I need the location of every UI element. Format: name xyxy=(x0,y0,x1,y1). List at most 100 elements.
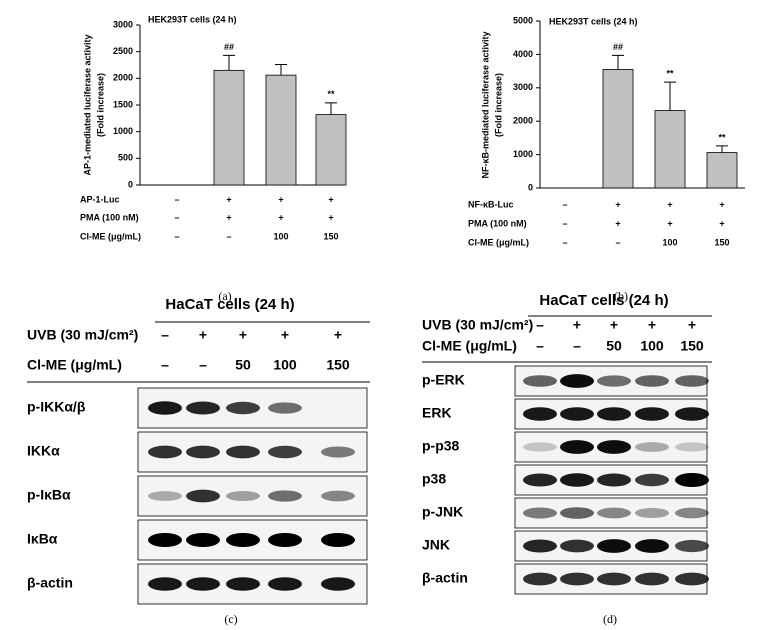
band xyxy=(268,577,302,591)
error-bar xyxy=(223,54,235,71)
band xyxy=(226,577,260,591)
condition-value: – xyxy=(615,237,620,247)
band-label: β-actin xyxy=(422,570,468,586)
treatment-value: 50 xyxy=(235,357,251,373)
y-axis-label: AP-1-mediated luciferase activity xyxy=(82,34,92,175)
band-label: p38 xyxy=(422,471,446,487)
band xyxy=(186,489,220,503)
treatment-label: UVB (30 mJ/cm²) xyxy=(422,317,533,333)
band xyxy=(523,473,557,487)
y-tick-label: 0 xyxy=(528,182,533,192)
band xyxy=(560,374,594,388)
condition-value: + xyxy=(328,194,333,204)
band xyxy=(635,539,669,553)
band xyxy=(268,402,302,414)
condition-value: – xyxy=(226,231,231,241)
y-tick-label: 3000 xyxy=(113,19,133,29)
band-label: p-p38 xyxy=(422,438,460,454)
y-axis-label: (Fold increase) xyxy=(493,73,503,137)
condition-value: + xyxy=(226,194,231,204)
band xyxy=(675,539,709,553)
blot-title: HaCaT cells (24 h) xyxy=(165,296,294,313)
band xyxy=(635,473,669,487)
y-tick-label: 500 xyxy=(118,153,133,163)
treatment-value: – xyxy=(161,327,169,343)
band xyxy=(560,572,594,586)
treatment-value: – xyxy=(199,357,207,373)
condition-value: 100 xyxy=(662,237,677,247)
condition-value: – xyxy=(562,218,567,228)
band xyxy=(523,539,557,553)
band xyxy=(635,572,669,586)
treatment-value: + xyxy=(334,327,342,343)
treatment-value: 50 xyxy=(606,338,622,354)
treatment-value: + xyxy=(239,327,247,343)
annotation: ## xyxy=(224,42,234,52)
y-tick-label: 0 xyxy=(128,179,133,189)
band xyxy=(321,577,355,591)
y-axis-label: (Fold increase) xyxy=(95,73,105,137)
treatment-value: + xyxy=(688,317,696,333)
treatment-value: – xyxy=(536,317,544,333)
band xyxy=(523,507,557,519)
band xyxy=(560,407,594,421)
band xyxy=(186,577,220,591)
treatment-value: 150 xyxy=(680,338,704,354)
y-tick-label: 3000 xyxy=(513,82,533,92)
band-label: IKKα xyxy=(27,443,60,459)
y-tick-label: 2000 xyxy=(513,116,533,126)
condition-value: – xyxy=(174,231,179,241)
band xyxy=(268,445,302,459)
band xyxy=(560,539,594,553)
error-bar xyxy=(664,81,676,111)
band xyxy=(675,375,709,387)
y-tick-label: 2000 xyxy=(113,73,133,83)
condition-value: + xyxy=(328,212,333,222)
band xyxy=(186,533,220,547)
chart-title: HEK293T cells (24 h) xyxy=(549,16,638,26)
condition-value: + xyxy=(719,218,724,228)
band xyxy=(148,491,182,501)
chart-title: HEK293T cells (24 h) xyxy=(148,14,237,24)
band xyxy=(321,490,355,502)
bar xyxy=(654,110,686,189)
panel-label: (b) xyxy=(614,289,628,303)
treatment-value: – xyxy=(573,338,581,354)
band xyxy=(148,445,182,459)
band-label: p-IκBα xyxy=(27,487,71,503)
panel-label: (a) xyxy=(218,289,231,303)
band xyxy=(523,572,557,586)
band xyxy=(148,533,182,547)
condition-value: + xyxy=(226,212,231,222)
bar xyxy=(706,152,738,189)
band xyxy=(321,533,355,547)
band xyxy=(226,533,260,547)
condition-value: + xyxy=(615,218,620,228)
blot-box xyxy=(514,497,708,529)
condition-label: AP-1-Luc xyxy=(80,194,120,204)
band xyxy=(523,407,557,421)
condition-value: + xyxy=(667,199,672,209)
condition-label: Cl-ME (μg/mL) xyxy=(80,231,141,241)
condition-value: + xyxy=(278,194,283,204)
bar xyxy=(213,69,245,186)
band xyxy=(321,446,355,458)
band xyxy=(635,407,669,421)
band-label: ERK xyxy=(422,405,452,421)
band-label: p-ERK xyxy=(422,372,465,388)
condition-value: + xyxy=(615,199,620,209)
band xyxy=(597,572,631,586)
error-bar xyxy=(325,102,337,115)
band xyxy=(560,507,594,519)
condition-value: – xyxy=(174,212,179,222)
annotation: ** xyxy=(666,68,674,78)
condition-value: – xyxy=(562,199,567,209)
y-tick-label: 1000 xyxy=(113,126,133,136)
treatment-value: 150 xyxy=(326,357,350,373)
band xyxy=(597,375,631,387)
panel-label: (c) xyxy=(224,612,237,626)
band xyxy=(148,577,182,591)
band-label: p-JNK xyxy=(422,504,463,520)
condition-value: + xyxy=(719,199,724,209)
